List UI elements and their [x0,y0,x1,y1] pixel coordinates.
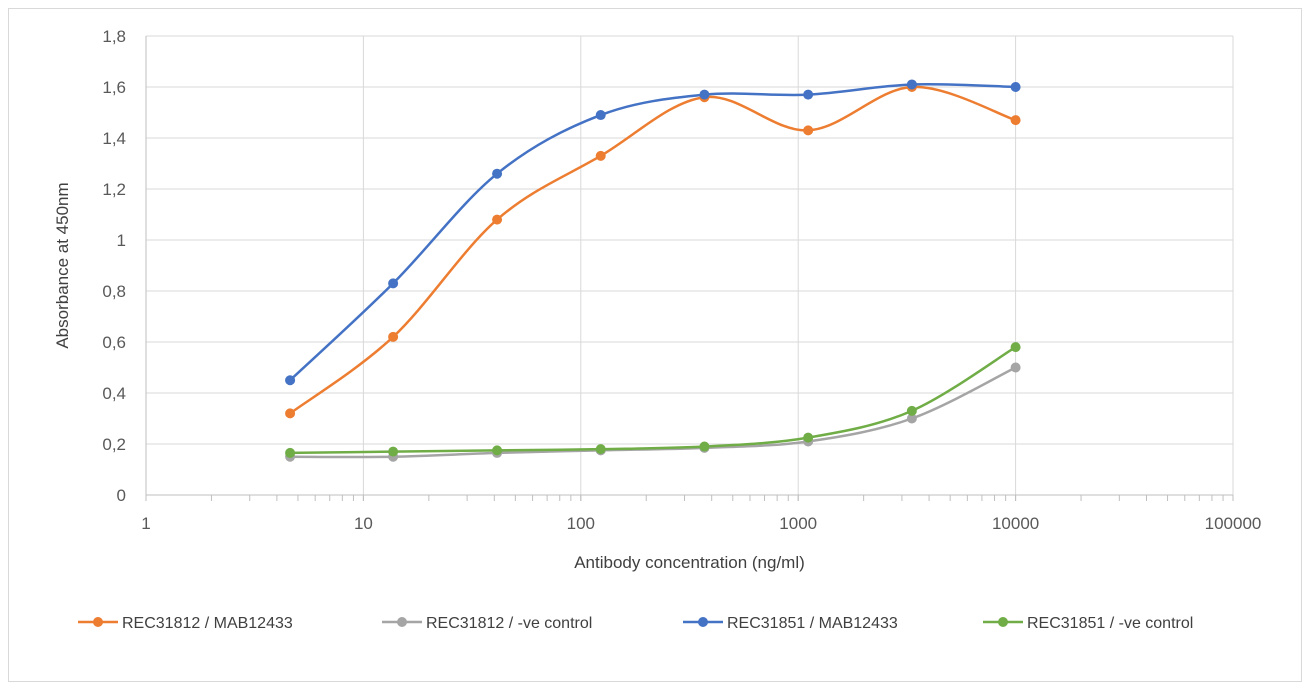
series-line [290,346,1017,455]
data-point [699,441,710,452]
series-4 [285,342,1021,458]
legend-swatch-marker [93,617,103,627]
x-tick-label: 10000 [992,514,1039,533]
data-point [1010,362,1021,373]
legend-item-2: REC31812 / -ve control [382,615,592,632]
y-tick-label: 1,4 [102,129,126,148]
x-axis-title: Antibody concentration (ng/ml) [574,553,805,572]
y-tick-label: 0,6 [102,333,126,352]
data-point [1010,342,1021,353]
series-line [289,85,1016,415]
legend-label: REC31851 / -ve control [1027,615,1193,632]
data-point [492,214,503,225]
legend-label: REC31851 / MAB12433 [727,615,898,632]
data-point [388,446,399,457]
data-point [906,405,917,416]
data-point [388,278,399,289]
axes [145,36,1234,501]
data-point [906,413,917,424]
series-layer [285,79,1021,462]
data-point [285,375,296,386]
data-point [388,331,399,342]
series-line [289,82,1016,382]
x-tick-label: 100 [567,514,595,533]
legend: REC31812 / MAB12433 REC31812 / -ve contro… [78,615,1193,632]
tick-labels: 0 0,2 0,4 0,6 0,8 1 1,2 1,4 1,6 1,8 1 10 100 1000 1000… [102,27,1261,533]
legend-label: REC31812 / MAB12433 [122,615,293,632]
data-point [492,445,503,456]
data-point [595,444,606,455]
y-tick-label: 0,2 [102,435,126,454]
legend-swatch-marker [698,617,708,627]
y-tick-label: 1,8 [102,27,126,46]
legend-label: REC31812 / -ve control [426,615,592,632]
y-tick-label: 0,8 [102,282,126,301]
legend-item-4: REC31851 / -ve control [983,615,1193,632]
y-tick-label: 1,6 [102,78,126,97]
y-tick-label: 1,2 [102,180,126,199]
y-tick-label: 0,4 [102,384,126,403]
data-point [906,79,917,90]
data-point [595,110,606,121]
data-point [285,408,296,419]
x-tick-label: 100000 [1205,514,1262,533]
legend-swatch-marker [998,617,1008,627]
data-point [803,125,814,136]
data-point [1010,82,1021,92]
data-point [1010,115,1021,126]
data-point [803,432,814,443]
series-3 [285,79,1021,386]
data-point [803,89,814,100]
legend-item-3: REC31851 / MAB12433 [683,615,898,632]
grid-lines [146,35,1234,495]
y-tick-label: 0 [117,486,126,505]
data-point [285,447,296,458]
data-point [699,89,710,100]
data-point [492,168,503,179]
data-point [595,150,606,161]
legend-item-1: REC31812 / MAB12433 [78,615,293,632]
legend-swatch-marker [397,617,407,627]
x-tick-label: 1 [141,514,150,533]
x-tick-label: 1000 [779,514,817,533]
series-1 [285,82,1021,419]
x-tick-label: 10 [354,514,373,533]
y-axis-title: Absorbance at 450nm [53,182,72,348]
y-tick-label: 1 [117,231,126,250]
